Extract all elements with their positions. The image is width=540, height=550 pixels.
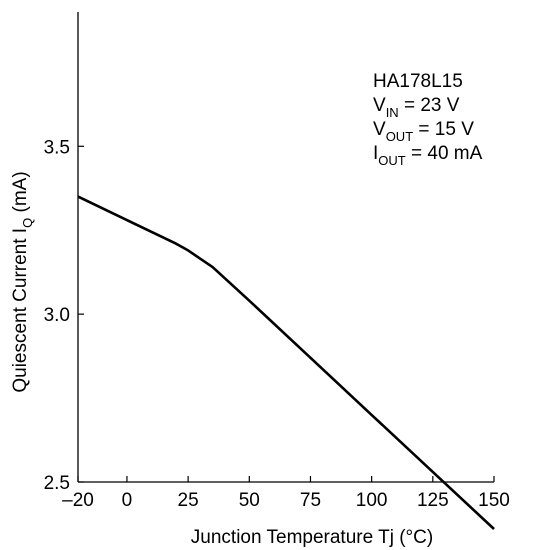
annotation-subscript: IN [386,105,399,120]
y-axis-title-unit: (mA) [10,171,31,217]
annotation-value: = 23 V [399,95,460,116]
x-tick-label: 0 [122,490,133,511]
y-axis-title: Quiescent Current IQ (mA) [10,171,35,392]
y-tick-label: 3.5 [44,137,70,158]
y-axis-title-main: Quiescent Current I [10,228,31,393]
x-tick-label: 75 [300,490,321,511]
annotation-value: = 15 V [413,119,474,140]
annotation-subscript: OUT [386,129,414,144]
annotation-subscript: OUT [378,153,406,168]
x-tick-label: 25 [178,490,199,511]
y-tick-label: 3.0 [44,305,70,326]
annotation-symbol: V [373,95,386,116]
x-tick-label: 150 [478,490,510,511]
ticks: –20 0 25 50 75 100 125 150 2.5 3.0 3.5 [44,137,510,511]
x-tick-label: 125 [417,490,449,511]
annotation-value: = 40 mA [406,143,483,164]
x-tick-label: 50 [239,490,260,511]
annotation-symbol: HA178L15 [373,71,463,92]
x-tick-label: 100 [356,490,388,511]
annotation-line: VOUT = 15 V [373,119,474,144]
y-tick-label: 2.5 [44,473,70,494]
plot-area [77,195,495,530]
x-axis-title: Junction Temperature Tj (°C) [191,527,433,548]
y-axis-title-sub: Q [20,218,35,228]
annotation-line: VIN = 23 V [373,95,460,120]
annotation-line: IOUT = 40 mA [373,143,483,168]
x-tick-label: –20 [62,490,94,511]
annotation-line: HA178L15 [373,71,463,92]
series-line [77,195,495,530]
axes [77,12,494,483]
annotation-symbol: V [373,119,386,140]
annotation-symbol: I [373,143,378,164]
